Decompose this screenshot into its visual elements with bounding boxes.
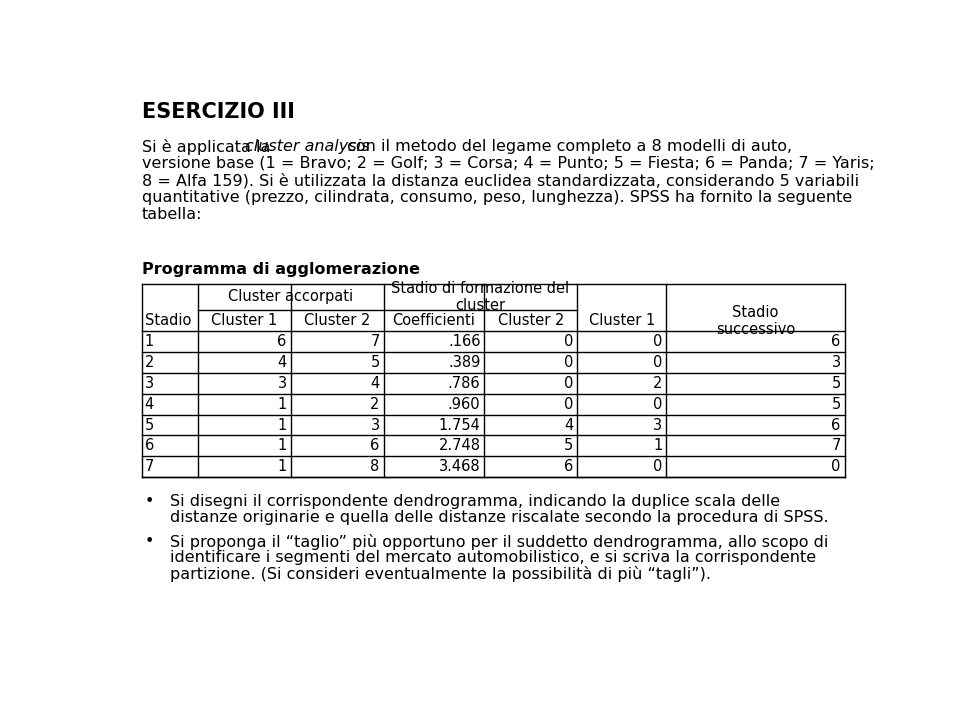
Text: 7: 7 — [831, 438, 841, 453]
Text: 3: 3 — [277, 376, 287, 391]
Text: 3: 3 — [371, 418, 379, 432]
Text: 2: 2 — [371, 397, 379, 412]
Text: .166: .166 — [448, 335, 480, 350]
Text: 1: 1 — [653, 438, 662, 453]
Text: Si disegni il corrispondente dendrogramma, indicando la duplice scala delle: Si disegni il corrispondente dendrogramm… — [170, 494, 780, 509]
Text: 6: 6 — [145, 438, 154, 453]
Text: 4: 4 — [145, 397, 154, 412]
Text: cluster analysis: cluster analysis — [245, 139, 370, 154]
Text: partizione. (Si consideri eventualmente la possibilità di più “tagli”).: partizione. (Si consideri eventualmente … — [170, 566, 710, 582]
Text: •: • — [145, 534, 155, 549]
Text: 5: 5 — [145, 418, 154, 432]
Text: 6: 6 — [277, 335, 287, 350]
Text: 4: 4 — [371, 376, 379, 391]
Text: 1: 1 — [277, 418, 287, 432]
Text: 8 = Alfa 159). Si è utilizzata la distanza euclidea standardizzata, considerando: 8 = Alfa 159). Si è utilizzata la distan… — [142, 173, 859, 189]
Text: 1: 1 — [277, 438, 287, 453]
Text: 0: 0 — [653, 397, 662, 412]
Text: Si è applicata la: Si è applicata la — [142, 139, 276, 155]
Text: 4: 4 — [564, 418, 573, 432]
Text: 0: 0 — [653, 335, 662, 350]
Text: 5: 5 — [371, 355, 379, 370]
Text: 1: 1 — [145, 335, 154, 350]
Text: .389: .389 — [448, 355, 480, 370]
Text: 0: 0 — [653, 459, 662, 474]
Text: ESERCIZIO III: ESERCIZIO III — [142, 102, 295, 122]
Text: 1.754: 1.754 — [439, 418, 480, 432]
Text: 3: 3 — [145, 376, 154, 391]
Text: quantitative (prezzo, cilindrata, consumo, peso, lunghezza). SPSS ha fornito la : quantitative (prezzo, cilindrata, consum… — [142, 190, 852, 205]
Text: 5: 5 — [831, 376, 841, 391]
Text: 3: 3 — [654, 418, 662, 432]
Text: 0: 0 — [831, 459, 841, 474]
Text: Stadio
successivo: Stadio successivo — [716, 304, 795, 337]
Text: tabella:: tabella: — [142, 207, 203, 222]
Text: con il metodo del legame completo a 8 modelli di auto,: con il metodo del legame completo a 8 mo… — [342, 139, 792, 154]
Text: Stadio di formazione del
cluster: Stadio di formazione del cluster — [392, 281, 569, 313]
Text: 2: 2 — [653, 376, 662, 391]
Text: Si proponga il “taglio” più opportuno per il suddetto dendrogramma, allo scopo d: Si proponga il “taglio” più opportuno pe… — [170, 534, 828, 550]
Text: 1: 1 — [277, 397, 287, 412]
Text: 1: 1 — [277, 459, 287, 474]
Text: Cluster 1: Cluster 1 — [588, 313, 655, 328]
Text: Coefficienti: Coefficienti — [393, 313, 475, 328]
Text: 0: 0 — [564, 376, 573, 391]
Text: 3.468: 3.468 — [439, 459, 480, 474]
Text: 6: 6 — [564, 459, 573, 474]
Text: 6: 6 — [371, 438, 379, 453]
Text: 4: 4 — [277, 355, 287, 370]
Text: Programma di agglomerazione: Programma di agglomerazione — [142, 262, 420, 277]
Text: Cluster 2: Cluster 2 — [303, 313, 371, 328]
Text: Cluster 1: Cluster 1 — [211, 313, 277, 328]
Text: 0: 0 — [653, 355, 662, 370]
Text: •: • — [145, 494, 155, 509]
Text: Cluster accorpati: Cluster accorpati — [228, 289, 353, 304]
Text: 2: 2 — [145, 355, 155, 370]
Text: 2.748: 2.748 — [439, 438, 480, 453]
Text: distanze originarie e quella delle distanze riscalate secondo la procedura di SP: distanze originarie e quella delle dista… — [170, 510, 828, 525]
Text: 6: 6 — [831, 418, 841, 432]
Text: 5: 5 — [564, 438, 573, 453]
Text: 6: 6 — [831, 335, 841, 350]
Text: identificare i segmenti del mercato automobilistico, e si scriva la corrisponden: identificare i segmenti del mercato auto… — [170, 550, 816, 565]
Text: 8: 8 — [371, 459, 379, 474]
Text: 0: 0 — [564, 335, 573, 350]
Text: Stadio: Stadio — [145, 313, 191, 328]
Text: 3: 3 — [831, 355, 841, 370]
Text: 5: 5 — [831, 397, 841, 412]
Text: .960: .960 — [447, 397, 480, 412]
Text: Cluster 2: Cluster 2 — [497, 313, 564, 328]
Text: 7: 7 — [371, 335, 379, 350]
Text: versione base (1 = Bravo; 2 = Golf; 3 = Corsa; 4 = Punto; 5 = Fiesta; 6 = Panda;: versione base (1 = Bravo; 2 = Golf; 3 = … — [142, 156, 875, 171]
Text: .786: .786 — [447, 376, 480, 391]
Text: 0: 0 — [564, 355, 573, 370]
Text: 0: 0 — [564, 397, 573, 412]
Text: 7: 7 — [145, 459, 155, 474]
